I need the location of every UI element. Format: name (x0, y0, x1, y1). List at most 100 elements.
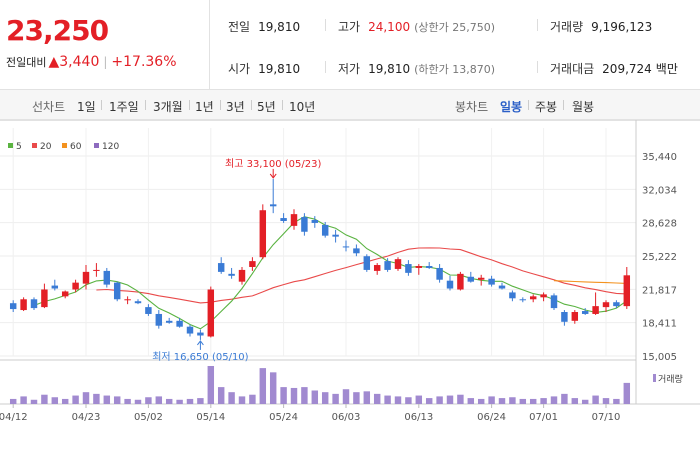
stat-high-value: 24,100 (368, 20, 411, 34)
candle (415, 264, 423, 275)
ma20-line (96, 247, 627, 304)
candle (321, 221, 329, 238)
candle (290, 209, 298, 230)
candle (155, 310, 163, 329)
line-period-1d[interactable]: 1일 (77, 100, 96, 114)
volume-bar (176, 399, 183, 404)
stat-low-label: 저가 (338, 62, 361, 76)
candle-body (134, 301, 142, 304)
candle-body (238, 269, 246, 282)
candle (384, 258, 391, 272)
candle-body (363, 256, 371, 270)
line-period-1w[interactable]: 1주일 (109, 100, 139, 114)
line-period-10y[interactable]: 10년 (289, 100, 316, 114)
legend-swatch (8, 143, 13, 148)
volume-bar (353, 392, 360, 404)
volume-bar (228, 392, 235, 404)
stat-divider (325, 61, 326, 73)
y-tick-label: 35,440 (642, 152, 677, 163)
volume-bar (467, 398, 475, 404)
candle-body (207, 289, 215, 337)
volume-bar (238, 396, 246, 404)
candle-body (467, 276, 475, 282)
stat-prev-close: 전일 19,810 (228, 18, 300, 35)
y-tick-label: 21,817 (642, 285, 677, 296)
candle (259, 204, 267, 260)
candle (61, 290, 69, 299)
candle (30, 297, 38, 311)
candle-period-monthly[interactable]: 월봉 (572, 100, 595, 114)
candle (176, 317, 183, 328)
x-tick-label: 05/02 (134, 412, 163, 423)
volume-bar (321, 392, 329, 404)
x-tick-label: 06/24 (477, 412, 506, 423)
volume-bar (249, 394, 256, 404)
candle (197, 329, 204, 340)
volume-bars: 거래량 (9, 366, 683, 404)
stat-volume: 거래량 9,196,123 (550, 18, 652, 35)
stat-amount-value: 209,724 (602, 62, 652, 76)
candle (457, 271, 464, 291)
volume-legend-swatch (653, 374, 656, 382)
candle (93, 263, 100, 277)
candle-body (228, 273, 235, 276)
stat-high: 고가 24,100 (상한가 25,750) (338, 18, 495, 35)
candle-body (82, 271, 90, 284)
candle-body (72, 282, 79, 290)
candle-body (321, 224, 329, 236)
volume-bar (519, 398, 527, 404)
volume-bar (540, 398, 547, 404)
candle (9, 300, 17, 313)
x-tick-label: 04/23 (72, 412, 101, 423)
candle-body (290, 214, 298, 226)
stat-volume-value: 9,196,123 (591, 20, 653, 34)
x-tick-label: 05/14 (196, 412, 225, 423)
legend-label-5: 5 (16, 142, 22, 152)
candle (342, 240, 350, 252)
legend-label-120: 120 (102, 142, 119, 152)
candle-body (602, 302, 610, 308)
candle (51, 279, 59, 291)
x-tick-label: 07/01 (529, 412, 558, 423)
candle (165, 317, 173, 324)
toolbar-divider (189, 100, 190, 110)
volume-bar (592, 395, 599, 404)
candle (363, 254, 371, 272)
current-price: 23,250 (6, 14, 109, 47)
volume-bar (165, 398, 173, 404)
candle (613, 300, 620, 309)
line-period-3y[interactable]: 3년 (226, 100, 245, 114)
candle (602, 300, 610, 313)
candle-body (51, 285, 59, 289)
volume-bar (290, 387, 298, 404)
line-chart-label: 선차트 (32, 100, 66, 114)
candle (373, 263, 381, 275)
volume-bar (561, 393, 568, 404)
line-period-5y[interactable]: 5년 (257, 100, 276, 114)
volume-bar (394, 396, 402, 404)
chart-toolbar: 선차트 1일 1주일 3개월 1년 3년 5년 10년 봉차트 일봉 주봉 월봉 (0, 90, 700, 120)
candle-body (436, 267, 443, 280)
change-amount: 3,440 (59, 54, 100, 70)
candle-period-weekly[interactable]: 주봉 (535, 100, 558, 114)
candle (540, 292, 547, 302)
line-period-1y[interactable]: 1년 (195, 100, 214, 114)
x-tick-label: 07/10 (592, 412, 621, 423)
stat-amount: 거래대금 209,724 백만 (550, 60, 678, 77)
line-period-3m[interactable]: 3개월 (153, 100, 183, 114)
toolbar-divider (282, 100, 283, 110)
volume-bar (613, 398, 620, 404)
candle-body (30, 299, 38, 309)
stat-lower-limit: (하한가 13,870) (414, 63, 496, 76)
candle-body (613, 302, 620, 307)
candle-period-daily[interactable]: 일봉 (500, 100, 523, 114)
candle (20, 297, 27, 312)
candle (134, 299, 142, 305)
volume-bar (41, 394, 48, 404)
y-axis: 35,440 32,034 28,628 25,222 21,817 18,411 15,0… (642, 152, 677, 363)
legend-label-20: 20 (40, 142, 52, 152)
candle (311, 216, 319, 228)
volume-bar (51, 397, 59, 404)
volume-bar (259, 368, 267, 404)
candle-body (384, 261, 391, 270)
